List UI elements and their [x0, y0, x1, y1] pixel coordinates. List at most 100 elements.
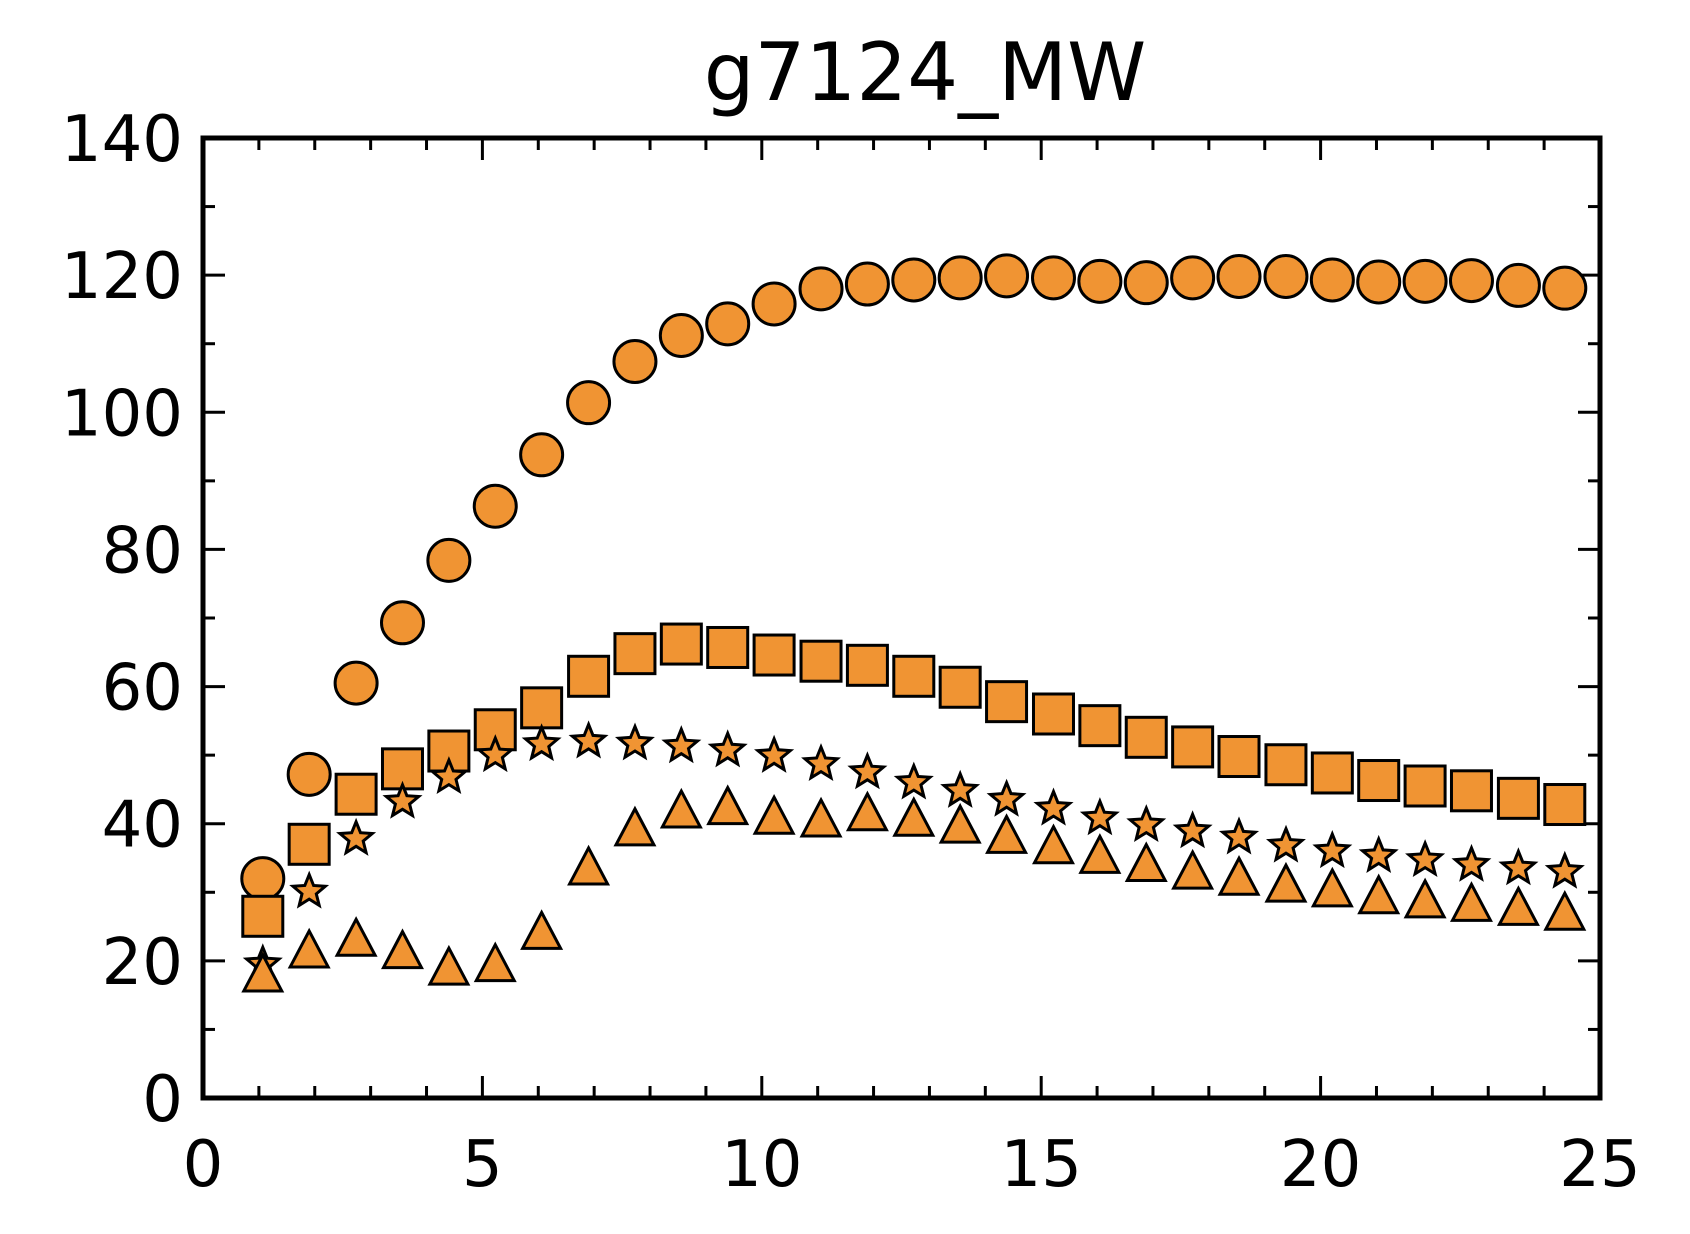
square-point — [334, 772, 378, 816]
triangle-point — [985, 813, 1029, 854]
circle-point — [658, 312, 704, 358]
triangle-point — [1124, 841, 1168, 883]
star-point — [1358, 834, 1399, 873]
y-tick-label: 100 — [61, 377, 183, 451]
y-tick-label: 40 — [102, 789, 183, 863]
star-point — [1033, 787, 1074, 826]
triangle-point — [799, 796, 843, 838]
star-point — [661, 725, 702, 764]
square-point — [1543, 783, 1587, 827]
triangle-point — [567, 844, 611, 886]
star-point — [940, 769, 981, 808]
circle-point — [984, 253, 1030, 299]
circle-point — [1356, 259, 1402, 305]
triangle-point — [706, 784, 750, 826]
triangle-point — [752, 794, 796, 835]
circle-point — [240, 856, 286, 902]
triangle-point — [1217, 855, 1261, 896]
circle-point — [891, 257, 937, 303]
star-point — [615, 722, 655, 761]
x-tick-label: 15 — [1000, 1128, 1081, 1202]
triangle-point — [659, 787, 703, 829]
series-circle — [240, 253, 1588, 902]
x-tick-label: 5 — [462, 1128, 503, 1202]
series-triangle — [241, 784, 1587, 993]
triangle-point — [334, 916, 378, 957]
circle-point — [937, 255, 983, 301]
square-point — [613, 632, 657, 676]
triangle-point — [1171, 848, 1215, 890]
star-point — [382, 780, 423, 819]
x-tick-label: 10 — [721, 1128, 802, 1202]
square-point — [1496, 776, 1540, 820]
triangle-point — [520, 909, 564, 950]
square-point — [1124, 715, 1168, 759]
triangle-point — [1357, 873, 1401, 915]
star-point — [1405, 839, 1446, 878]
star-point — [847, 751, 888, 790]
circle-point — [333, 660, 379, 706]
circle-point — [519, 432, 565, 478]
series-square — [241, 622, 1587, 938]
x-tick-label: 20 — [1280, 1128, 1361, 1202]
triangle-point — [473, 941, 517, 983]
circle-point — [1263, 254, 1309, 300]
circle-point — [612, 339, 658, 385]
triangle-point — [892, 796, 936, 837]
square-point — [892, 654, 936, 698]
square-point — [1171, 725, 1215, 769]
y-tick-label: 80 — [102, 514, 183, 588]
x-tick-label: 0 — [183, 1128, 224, 1202]
triangle-point — [1310, 866, 1354, 908]
square-point — [1403, 764, 1447, 808]
star-point — [336, 817, 377, 856]
circle-point — [426, 537, 472, 583]
triangle-point — [613, 805, 657, 847]
circle-point — [1123, 260, 1169, 306]
star-point — [521, 723, 562, 762]
chart-title: g7124_MW — [704, 26, 1147, 119]
circle-point — [1216, 254, 1262, 300]
square-point — [752, 633, 796, 677]
star-point — [428, 756, 469, 795]
triangle-point — [1078, 833, 1122, 874]
square-point — [1264, 743, 1308, 787]
star-point — [1079, 797, 1120, 836]
square-point — [287, 822, 331, 866]
star-point — [1498, 847, 1539, 886]
square-point — [1078, 704, 1122, 748]
square-point — [567, 654, 611, 698]
star-point — [1451, 843, 1492, 882]
y-tick-label: 0 — [142, 1063, 183, 1137]
square-point — [706, 625, 750, 669]
square-point — [1217, 735, 1261, 779]
square-point — [1449, 769, 1493, 813]
y-tick-label: 140 — [61, 103, 183, 177]
circle-point — [1030, 255, 1076, 301]
square-point — [659, 622, 703, 666]
triangle-point — [845, 790, 889, 832]
circle-point — [1170, 255, 1216, 301]
axis-tick-labels: 0 5 10 15 20 25 0 20 40 60 80 100 120 140 — [61, 103, 1641, 1202]
square-point — [799, 639, 843, 683]
star-point — [707, 729, 748, 768]
square-point — [845, 643, 889, 687]
circle-point — [566, 380, 612, 426]
square-point — [1031, 692, 1075, 736]
circle-point — [751, 281, 797, 327]
star-point — [1544, 850, 1585, 889]
square-point — [241, 894, 285, 938]
star-point — [1312, 830, 1353, 869]
square-point — [1357, 759, 1401, 803]
circle-point — [1495, 262, 1541, 308]
circle-point — [1309, 257, 1355, 303]
square-point — [1310, 751, 1354, 795]
circle-point — [286, 751, 332, 797]
star-point — [801, 743, 842, 782]
square-point — [938, 665, 982, 709]
star-point — [1172, 810, 1213, 849]
square-point — [985, 680, 1029, 724]
axes-frame — [200, 135, 1603, 1101]
y-tick-label: 20 — [102, 926, 183, 1000]
